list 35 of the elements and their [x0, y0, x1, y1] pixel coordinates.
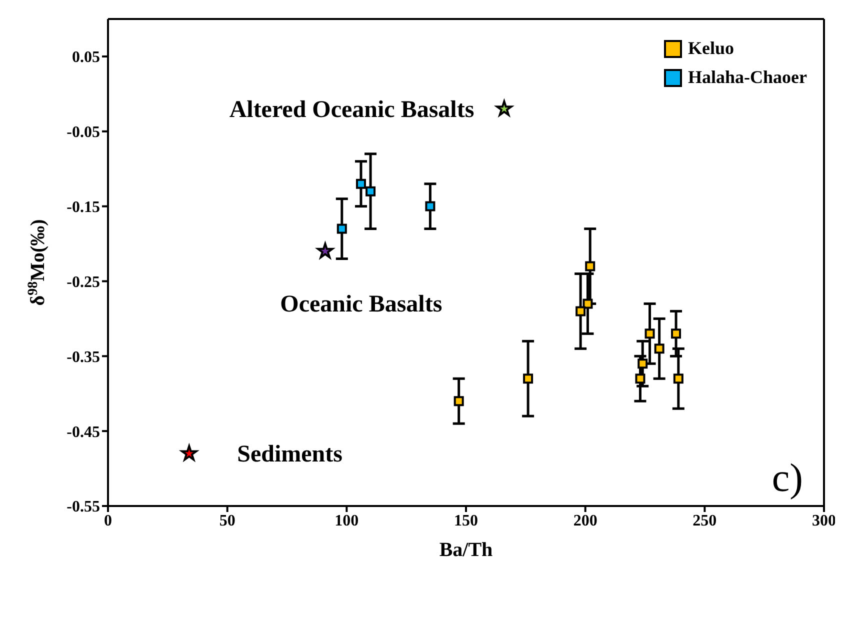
y-tick-label: -0.05: [66, 124, 100, 142]
point: [366, 186, 376, 196]
x-tick-label: 100: [334, 512, 359, 530]
legend-label: Keluo: [688, 38, 734, 59]
x-tick-label: 150: [454, 512, 478, 530]
point: [356, 178, 366, 189]
x-tick-label: 200: [573, 512, 598, 530]
y-tick-label: -0.35: [66, 348, 100, 366]
point: [673, 374, 684, 384]
point: [454, 396, 464, 406]
point: [644, 328, 655, 339]
point: [576, 306, 586, 316]
annotation: Altered Oceanic Basalts: [229, 96, 474, 123]
y-tick-label: -0.55: [66, 498, 100, 516]
annotation: Oceanic Basalts: [280, 291, 442, 318]
point: [425, 201, 436, 212]
y-tick-label: 0.05: [72, 49, 100, 66]
point: [523, 374, 534, 384]
point: [585, 261, 596, 272]
x-tick-label: 50: [219, 512, 236, 530]
y-tick-label: -0.25: [66, 274, 100, 291]
annotation: c): [772, 454, 803, 501]
x-tick-label: 0: [104, 512, 112, 530]
x-tick-label: 250: [692, 512, 717, 530]
point: [654, 344, 664, 354]
x-axis-title: Ba/Th: [439, 539, 493, 561]
point: [582, 298, 593, 309]
point: [635, 374, 646, 384]
legend-label: Halaha-Chaoer: [688, 67, 807, 88]
y-tick-label: -0.15: [66, 198, 100, 216]
point: [671, 328, 682, 339]
annotation: Sediments: [237, 442, 342, 468]
point: [336, 224, 347, 234]
point: [638, 358, 648, 369]
y-tick-label: -0.45: [66, 424, 100, 441]
